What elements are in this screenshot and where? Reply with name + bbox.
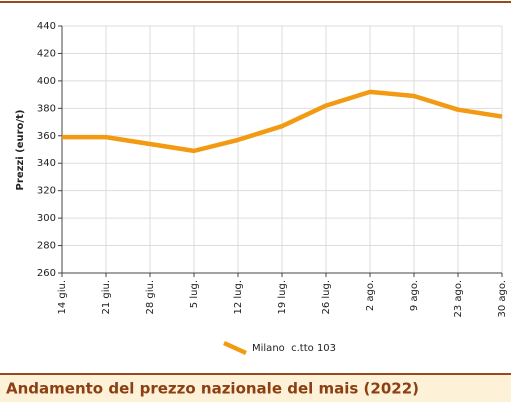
- y-tick-label: 400: [37, 76, 56, 87]
- series-line: [62, 89, 503, 154]
- x-tick-label: 19 lug.: [277, 280, 288, 315]
- y-tick-label: 340: [37, 158, 56, 169]
- y-tick-label: 420: [37, 48, 56, 59]
- x-tick-label: 2 ago.: [365, 280, 376, 311]
- x-tick-label: 21 giu.: [101, 280, 112, 315]
- chart-title: Andamento del prezzo nazionale del mais …: [6, 380, 419, 398]
- x-tick-label: 12 lug.: [233, 280, 244, 315]
- y-tick-label: 360: [37, 131, 56, 142]
- x-tick-label: 28 giu.: [145, 280, 156, 315]
- y-tick-label: 380: [37, 103, 56, 114]
- x-tick-label: 14 giu.: [57, 280, 68, 315]
- y-tick-label: 440: [37, 21, 56, 32]
- y-tick-label: 300: [37, 213, 56, 224]
- legend-label: Milano c.tto 103: [252, 343, 336, 354]
- y-tick-label: 260: [37, 268, 56, 279]
- y-axis-label: Prezzi (euro/t): [15, 110, 26, 191]
- x-tick-label: 5 lug.: [189, 280, 200, 308]
- x-tick-label: 26 lug.: [321, 280, 332, 315]
- y-tick-label: 280: [37, 241, 56, 252]
- title-band: [0, 374, 511, 402]
- x-tick-label: 9 ago.: [409, 280, 420, 311]
- legend-swatch: [223, 340, 247, 356]
- y-tick-label: 320: [37, 186, 56, 197]
- x-tick-label: 23 ago.: [453, 280, 464, 318]
- x-tick-label: 30 ago.: [497, 280, 508, 318]
